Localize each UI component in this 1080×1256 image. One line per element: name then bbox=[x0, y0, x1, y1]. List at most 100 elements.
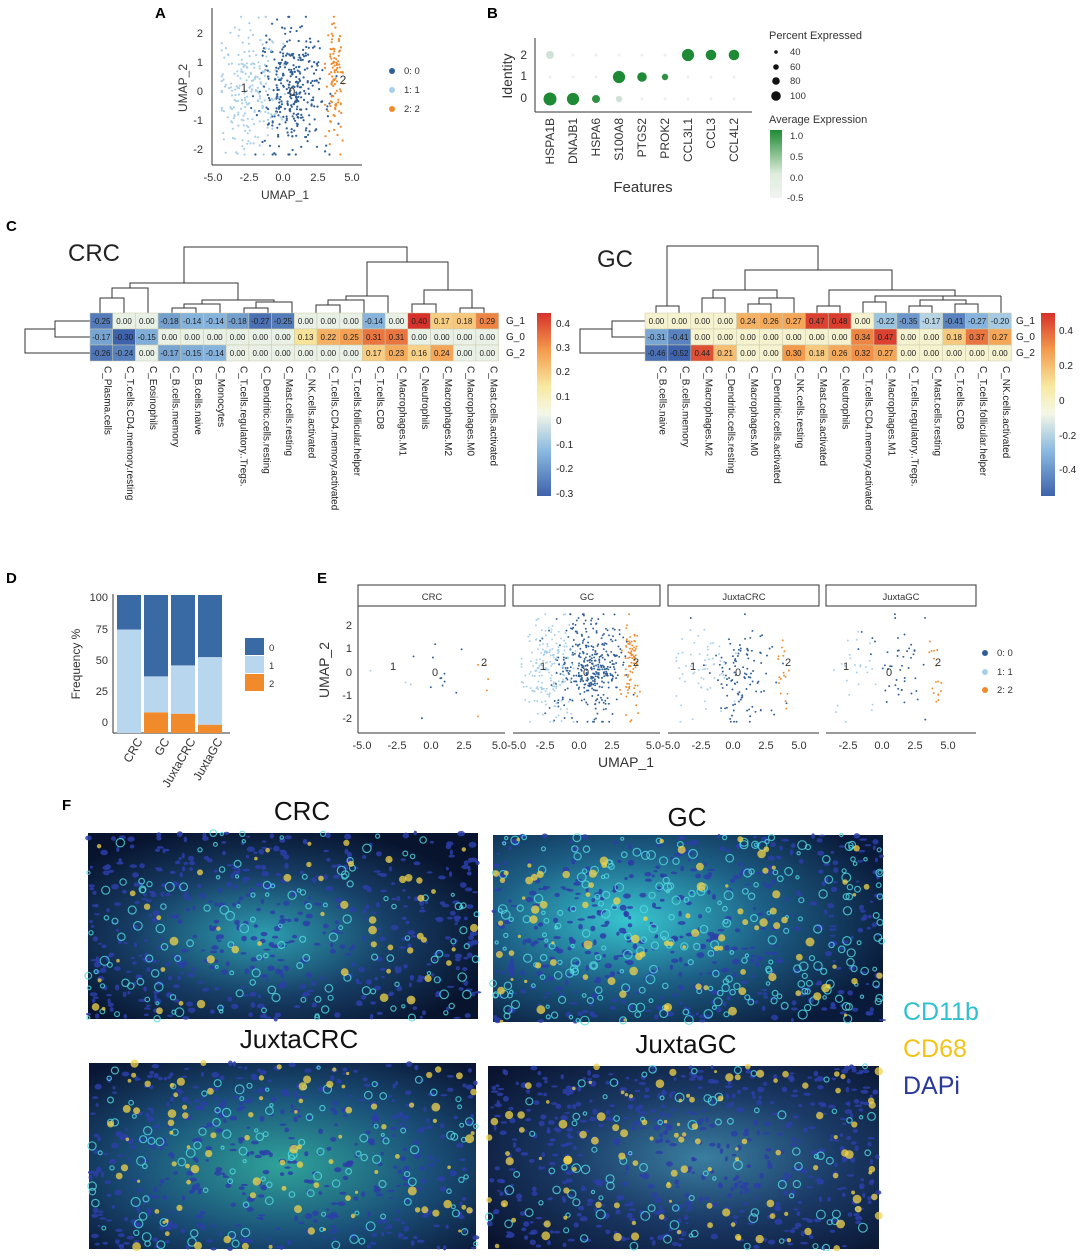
dapi-nucleus bbox=[508, 845, 512, 851]
dapi-nucleus bbox=[186, 1001, 194, 1007]
umap-point-cluster-1 bbox=[237, 93, 240, 96]
dapi-nucleus bbox=[381, 1231, 385, 1236]
cd11b-cell bbox=[213, 1079, 222, 1088]
panel-d-ytick: 100 bbox=[90, 592, 108, 604]
cd11b-cell bbox=[572, 1112, 581, 1121]
umap-point-cluster-0 bbox=[258, 90, 261, 93]
heatmap-col-label: C_Dendritic.cells.resting bbox=[260, 366, 271, 474]
dapi-nucleus bbox=[446, 1075, 454, 1078]
dapi-nucleus bbox=[345, 952, 351, 957]
cd11b-cell bbox=[650, 941, 660, 950]
heatmap-col-label: C_B.cells.naive bbox=[192, 366, 203, 435]
dapi-nucleus bbox=[373, 1112, 378, 1116]
cd68-cell bbox=[254, 856, 258, 861]
dapi-nucleus bbox=[792, 1089, 799, 1093]
panel-b-feature-label: CCL4L2 bbox=[727, 118, 741, 162]
umap-point-cluster-0 bbox=[596, 698, 599, 701]
umap-point-cluster-0 bbox=[578, 662, 581, 665]
umap-point-cluster-0 bbox=[584, 664, 587, 667]
dapi-nucleus bbox=[652, 902, 656, 908]
dapi-nucleus bbox=[469, 931, 474, 938]
umap-point-cluster-0 bbox=[608, 634, 610, 637]
dapi-nucleus bbox=[463, 1228, 467, 1234]
cd11b-cell bbox=[321, 1005, 330, 1014]
heatmap-cell-value: 0.24 bbox=[740, 317, 756, 326]
dapi-nucleus bbox=[628, 1208, 637, 1211]
umap-point-cluster-2 bbox=[629, 670, 632, 673]
cd11b-cell bbox=[634, 1011, 642, 1018]
dapi-nucleus bbox=[197, 883, 202, 889]
dapi-nucleus bbox=[413, 1153, 422, 1159]
dapi-nucleus bbox=[466, 952, 473, 958]
umap-point-cluster-0 bbox=[721, 686, 724, 689]
umap-point-cluster-0 bbox=[594, 707, 597, 710]
dapi-nucleus bbox=[150, 1109, 155, 1115]
cd68-cell bbox=[494, 1243, 500, 1249]
umap-point-cluster-0 bbox=[595, 717, 597, 720]
umap-point-cluster-0 bbox=[765, 672, 768, 675]
cd11b-cell bbox=[87, 1181, 97, 1191]
cd68-cell bbox=[101, 1006, 106, 1011]
cd11b-cell bbox=[227, 1230, 237, 1240]
dapi-nucleus bbox=[303, 992, 311, 997]
panel-e-facet-title: GC bbox=[580, 592, 594, 603]
cd11b-cell bbox=[841, 868, 847, 874]
cd11b-cell bbox=[459, 1122, 465, 1128]
dapi-nucleus bbox=[754, 1000, 759, 1004]
dapi-nucleus bbox=[705, 1117, 709, 1123]
panel-d-ytick: 75 bbox=[96, 624, 108, 636]
cd11b-cell bbox=[632, 847, 642, 857]
dapi-nucleus bbox=[542, 996, 548, 999]
cd68-cell bbox=[385, 855, 393, 864]
umap-point-cluster-1 bbox=[719, 660, 722, 663]
dapi-nucleus bbox=[201, 949, 206, 952]
dapi-nucleus bbox=[278, 1245, 285, 1250]
cd68-cell bbox=[596, 1112, 606, 1121]
dapi-nucleus bbox=[146, 1207, 152, 1213]
heatmap-cell-value: 0.00 bbox=[457, 333, 473, 342]
dapi-nucleus bbox=[145, 1112, 150, 1118]
cd11b-cell bbox=[659, 1095, 665, 1101]
dapi-nucleus bbox=[419, 1015, 423, 1019]
cd11b-cell bbox=[186, 939, 195, 948]
dapi-nucleus bbox=[264, 1016, 272, 1019]
cd11b-cell bbox=[218, 866, 226, 873]
umap-point-cluster-0 bbox=[335, 75, 338, 78]
umap-point-cluster-1 bbox=[548, 651, 551, 654]
dapi-nucleus bbox=[775, 1201, 781, 1207]
dapi-nucleus bbox=[416, 1239, 425, 1243]
umap-point-cluster-1 bbox=[722, 674, 725, 677]
dapi-nucleus bbox=[626, 906, 634, 909]
dapi-nucleus bbox=[830, 1134, 834, 1138]
dapi-nucleus bbox=[201, 987, 210, 992]
umap-point-cluster-0 bbox=[749, 676, 752, 679]
cd11b-cell bbox=[365, 1221, 376, 1232]
umap-point-cluster-1 bbox=[266, 126, 269, 129]
dapi-nucleus bbox=[790, 843, 796, 848]
dapi-nucleus bbox=[624, 960, 629, 963]
cd68-cell bbox=[629, 966, 638, 976]
umap-point-cluster-2 bbox=[627, 691, 629, 694]
cd11b-cell bbox=[843, 1014, 853, 1024]
umap-point-cluster-1 bbox=[233, 114, 236, 117]
dapi-nucleus bbox=[656, 1210, 663, 1213]
umap-point-cluster-0 bbox=[605, 707, 607, 710]
dapi-nucleus bbox=[152, 1146, 157, 1150]
dapi-nucleus bbox=[762, 1132, 771, 1135]
cd11b-cell bbox=[128, 1099, 135, 1106]
cd68-cell bbox=[563, 1155, 572, 1165]
cd68-cell bbox=[863, 883, 870, 890]
dapi-nucleus bbox=[99, 1217, 107, 1220]
cd11b-cell bbox=[864, 1149, 872, 1157]
umap-point-cluster-1 bbox=[532, 664, 535, 667]
dapi-nucleus bbox=[412, 1140, 421, 1145]
bar-CRC-0 bbox=[117, 595, 141, 630]
dapi-nucleus bbox=[523, 1221, 530, 1227]
cd11b-cell bbox=[242, 1201, 250, 1209]
panel-e-cluster-label: 1 bbox=[540, 661, 546, 673]
umap-point-cluster-0 bbox=[572, 622, 574, 625]
dapi-nucleus bbox=[809, 1102, 816, 1106]
dapi-nucleus bbox=[273, 1016, 278, 1022]
umap-point-cluster-2 bbox=[487, 678, 490, 681]
umap-point-cluster-0 bbox=[570, 627, 572, 630]
